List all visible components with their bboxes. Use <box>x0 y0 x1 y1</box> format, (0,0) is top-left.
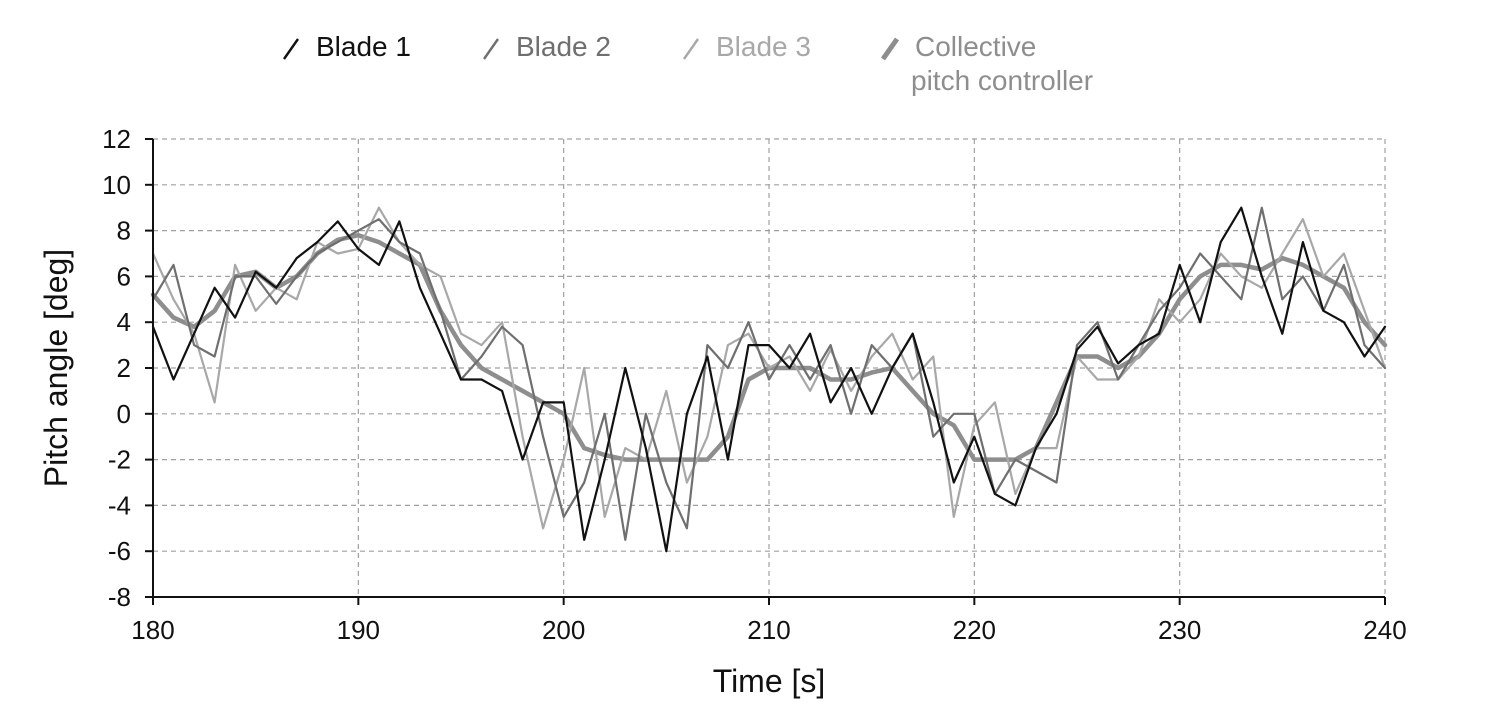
legend-swatch-blade-3 <box>680 34 704 67</box>
x-tick-label: 180 <box>131 615 174 645</box>
legend-swatch-collective <box>878 34 904 67</box>
series-line-blade-2 <box>151 206 1387 541</box>
y-tick-label: -4 <box>108 490 131 520</box>
legend-swatch-blade-2 <box>480 34 504 67</box>
x-axis-label: Time [s] <box>713 663 826 699</box>
legend-label-collective-line-2: pitch controller <box>911 65 1094 96</box>
y-tick-label: 4 <box>117 307 131 337</box>
x-tick-label: 210 <box>747 615 790 645</box>
legend-label-blade-1: Blade 1 <box>316 31 411 62</box>
x-tick-label: 200 <box>542 615 585 645</box>
legend-label-collective: Collective <box>915 31 1037 62</box>
x-tick-label: 190 <box>337 615 380 645</box>
y-tick-label: 10 <box>102 170 131 200</box>
x-tick-label: 220 <box>953 615 996 645</box>
y-tick-label: -8 <box>108 582 131 612</box>
legend-label-blade-3: Blade 3 <box>716 31 811 62</box>
y-tick-label: 0 <box>117 399 131 429</box>
x-tick-label: 240 <box>1363 615 1406 645</box>
y-tick-label: 8 <box>117 216 131 246</box>
y-axis-label: Pitch angle [deg] <box>38 249 74 487</box>
legend-label-blade-2: Blade 2 <box>516 31 611 62</box>
y-tick-label: 12 <box>102 124 131 154</box>
y-tick-label: 6 <box>117 261 131 291</box>
y-tick-label: -6 <box>108 536 131 566</box>
series-line-blade-1 <box>151 206 1387 553</box>
legend-swatch-blade-1 <box>280 34 304 67</box>
y-tick-label: 2 <box>117 353 131 383</box>
x-tick-label: 230 <box>1158 615 1201 645</box>
y-tick-label: -2 <box>108 445 131 475</box>
